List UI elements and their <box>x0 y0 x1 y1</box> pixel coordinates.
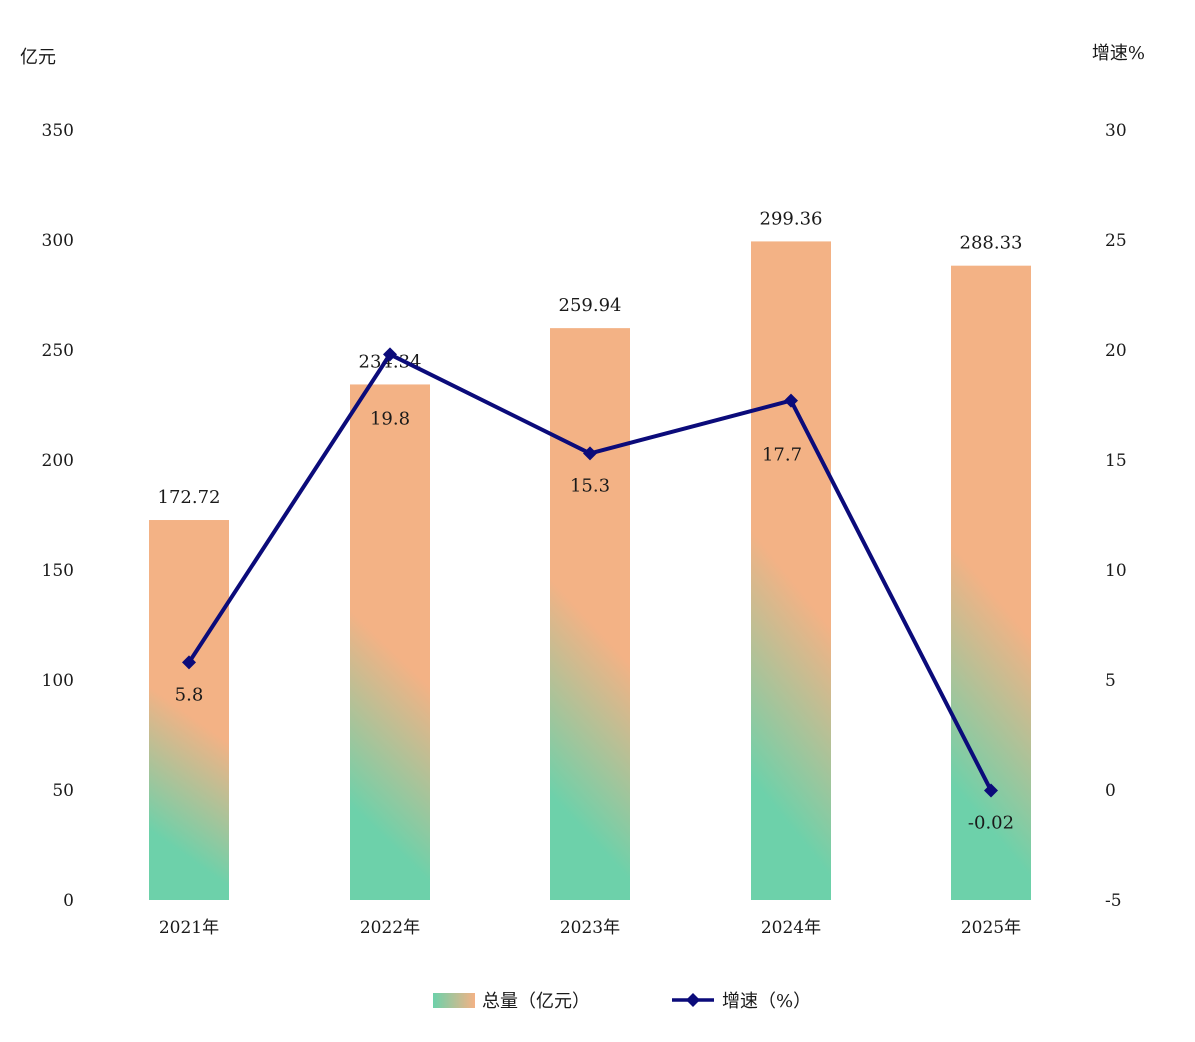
x-tick-label: 2021年 <box>159 918 219 938</box>
line-data-label: -0.02 <box>968 812 1014 833</box>
right-tick-label: 10 <box>1105 561 1127 581</box>
line-data-label: 19.8 <box>370 408 410 429</box>
left-tick-label: 300 <box>42 231 74 251</box>
left-tick-label: 150 <box>42 561 74 581</box>
x-tick-label: 2023年 <box>560 918 620 938</box>
line-series <box>182 347 998 798</box>
left-axis-ticks: 0 50 100 150 200 250 300 350 <box>42 121 74 911</box>
x-axis-ticks: 2021年 2022年 2023年 2024年 2025年 <box>159 918 1021 938</box>
left-tick-label: 350 <box>42 121 74 141</box>
bar-data-label: 299.36 <box>760 208 823 229</box>
x-tick-label: 2024年 <box>761 918 821 938</box>
x-tick-label: 2025年 <box>961 918 1021 938</box>
legend-label-bar: 总量（亿元） <box>482 991 590 1012</box>
right-axis-ticks: -5 0 5 10 15 20 25 30 <box>1105 121 1127 911</box>
left-tick-label: 0 <box>63 891 74 911</box>
line-marker-2022年 <box>383 347 397 362</box>
bar-data-label: 288.33 <box>960 233 1023 254</box>
bar-data-label: 234.34 <box>359 351 422 372</box>
left-tick-label: 50 <box>52 781 74 801</box>
line-marker-2024年 <box>784 393 798 408</box>
right-tick-label: 0 <box>1105 781 1116 801</box>
right-tick-label: 15 <box>1105 451 1127 471</box>
left-tick-label: 100 <box>42 671 74 691</box>
bar-2022年 <box>350 384 430 900</box>
line-data-label: 15.3 <box>570 475 610 496</box>
right-tick-label: -5 <box>1105 891 1122 911</box>
bar-2024年 <box>751 241 831 900</box>
right-tick-label: 20 <box>1105 341 1127 361</box>
bar-2021年 <box>149 520 229 900</box>
bar-2023年 <box>550 328 630 901</box>
legend-label-line: 增速（%） <box>722 991 811 1012</box>
bar-series <box>149 241 1031 901</box>
bar-data-label: 172.72 <box>158 487 221 508</box>
right-tick-label: 25 <box>1105 231 1127 251</box>
legend-diamond-marker <box>686 993 700 1007</box>
bar-2025年 <box>951 265 1031 900</box>
right-tick-label: 5 <box>1105 671 1116 691</box>
legend: 总量（亿元） 增速（%） <box>433 991 811 1012</box>
bar-data-labels: 172.72 234.34 259.94 299.36 288.33 <box>158 208 1023 508</box>
right-axis-title: 增速% <box>1092 43 1145 64</box>
line-data-labels: 5.8 19.8 15.3 17.7 -0.02 <box>175 408 1014 833</box>
bar-data-label: 259.94 <box>559 295 622 316</box>
left-axis-title: 亿元 <box>20 47 56 68</box>
right-tick-label: 30 <box>1105 121 1127 141</box>
legend-swatch-bar <box>433 993 475 1008</box>
left-tick-label: 250 <box>42 341 74 361</box>
line-marker-2025年 <box>984 783 998 798</box>
line-data-label: 5.8 <box>175 684 204 705</box>
line-marker-2023年 <box>583 446 597 461</box>
line-marker-2021年 <box>182 655 196 670</box>
left-tick-label: 200 <box>42 451 74 471</box>
line-data-label: 17.7 <box>762 445 802 466</box>
x-tick-label: 2022年 <box>360 918 420 938</box>
